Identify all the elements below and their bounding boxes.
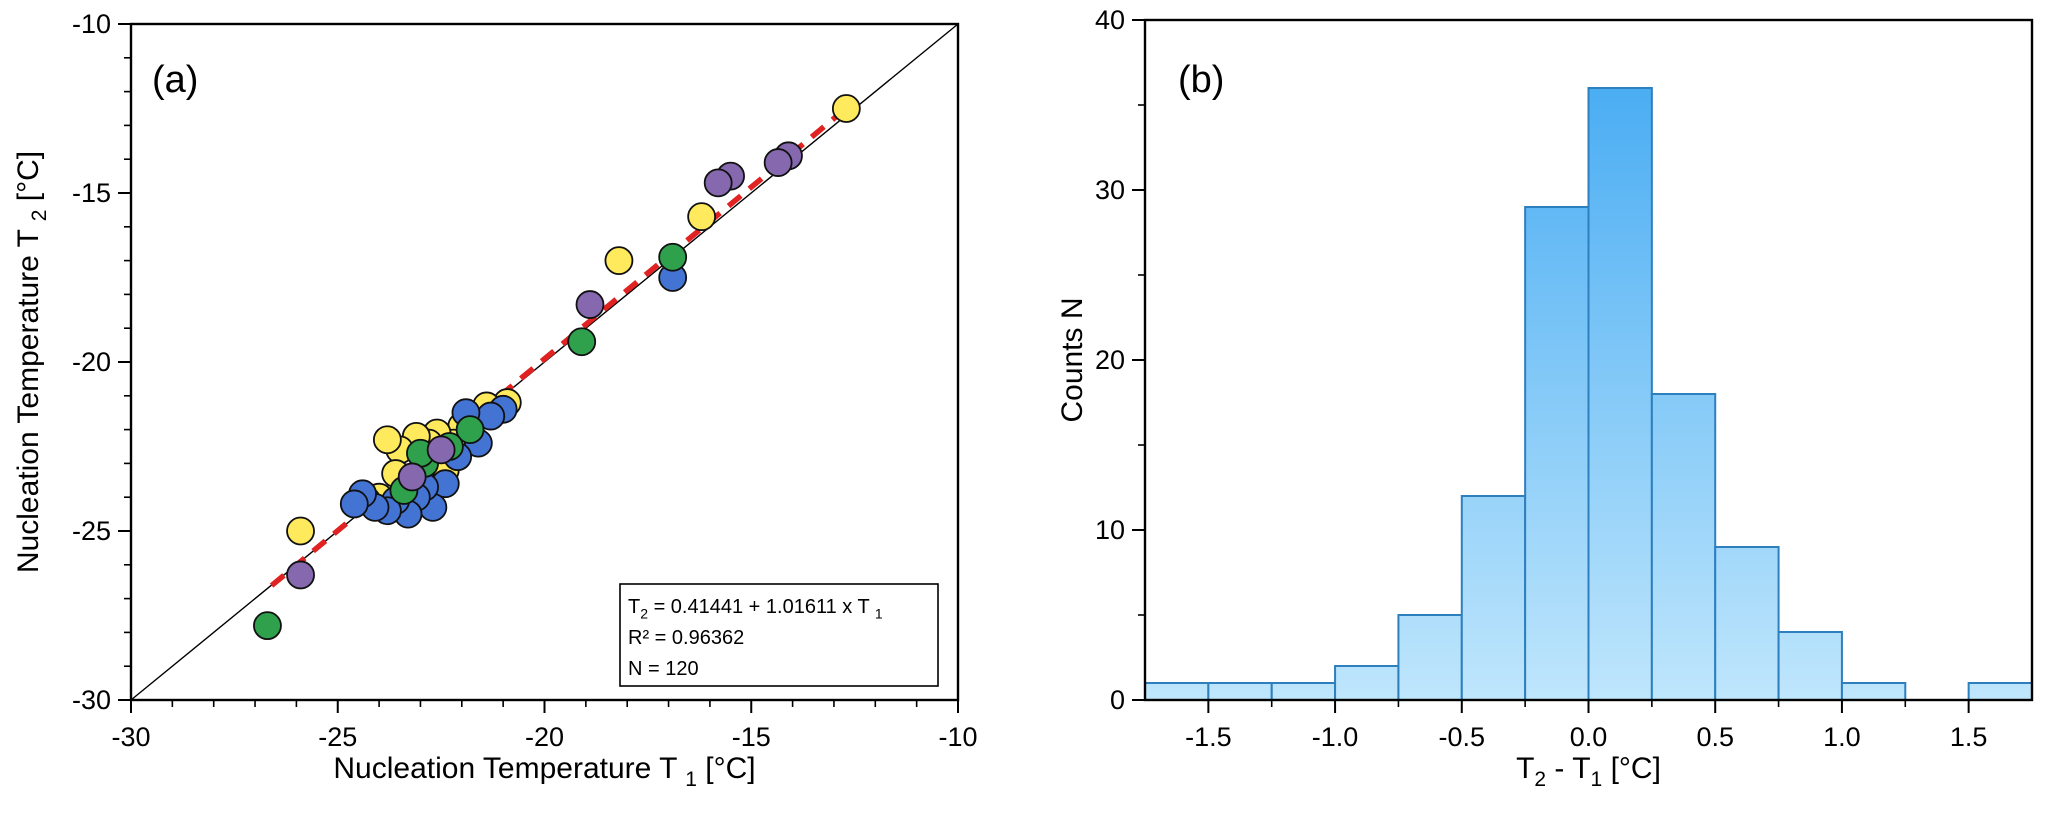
fit-stats-box — [619, 583, 939, 687]
b-y-tick-label: 40 — [1095, 5, 1125, 35]
a-x-tick-label: -25 — [318, 722, 357, 752]
b-y-tick-label: 20 — [1095, 345, 1125, 375]
b-x-tick-label: 1.5 — [1950, 722, 1988, 752]
histogram-bar — [1777, 631, 1843, 701]
histogram-bar — [1967, 682, 2034, 701]
a-plot-frame — [129, 22, 960, 702]
scatter-point-purple — [575, 290, 605, 319]
histogram-bar — [1840, 682, 1907, 701]
a-x-tick-label: -10 — [938, 722, 977, 752]
b-y-tick-label: 10 — [1095, 515, 1125, 545]
b-y-tick-label: 30 — [1095, 175, 1125, 205]
histogram-bar — [1144, 682, 1210, 701]
histogram-bar — [1334, 665, 1400, 701]
b-x-tick-label: -1.5 — [1185, 722, 1232, 752]
scatter-point-green — [455, 415, 485, 445]
scatter-point-yellow — [286, 516, 315, 546]
a-x-tick-label: -30 — [111, 722, 150, 752]
histogram-bar — [1524, 206, 1590, 701]
a-y-tick-label: -10 — [72, 9, 111, 39]
b-plot-frame — [1143, 18, 2034, 702]
scatter-point-yellow — [831, 94, 861, 123]
panel-label-a: (a) — [152, 59, 198, 101]
a-y-tick-label: -30 — [72, 685, 111, 715]
scatter-point-purple — [703, 168, 733, 198]
scatter-point-green — [567, 327, 597, 357]
histogram-bar — [1270, 682, 1337, 701]
scatter-plot-panel-a: -30 -25 -20 -15 -10 -30 -25 -20 -15 -10 T2 = 0.414… — [12, 9, 978, 791]
b-x-axis-label: T2 - T1 [°C] — [1516, 752, 1661, 791]
b-y-tick-label: 0 — [1110, 685, 1125, 715]
scatter-point-purple — [286, 560, 315, 590]
b-x-tick-label: -1.0 — [1312, 722, 1359, 752]
scatter-point-blue — [339, 489, 369, 519]
b-x-tick-label: 0.5 — [1696, 722, 1734, 752]
a-x-tick-label: -15 — [732, 722, 771, 752]
scatter-point-yellow — [372, 425, 402, 455]
histogram-bar — [1207, 682, 1273, 701]
histogram-bar — [1460, 495, 1527, 701]
b-x-tick-label: 1.0 — [1823, 722, 1861, 752]
a-x-axis-label: Nucleation Temperature T 1 [°C] — [333, 752, 755, 791]
histogram-bar — [1397, 614, 1463, 701]
a-y-tick-label: -25 — [72, 516, 111, 546]
b-x-tick-label: 0.0 — [1570, 722, 1608, 752]
scatter-point-yellow — [604, 246, 634, 276]
b-y-axis-label: Counts N — [1056, 297, 1089, 422]
scatter-point-yellow — [687, 202, 717, 232]
scatter-point-purple — [426, 435, 456, 465]
fit-stats-line: N = 120 — [628, 658, 699, 680]
histogram-panel-b: -1.5 -1.0 -0.5 0.0 0.5 1.0 1.5 0 10 20 30 40 T2 - T1… — [1056, 5, 2034, 791]
fit-line — [269, 99, 857, 588]
fit-stats-line: R² = 0.96362 — [628, 627, 744, 649]
scatter-point-green — [253, 611, 282, 641]
histogram-bar — [1714, 546, 1780, 701]
a-y-tick-label: -20 — [72, 347, 111, 377]
scatter-point-green — [658, 242, 688, 272]
a-y-tick-label: -15 — [72, 178, 111, 208]
a-x-tick-label: -20 — [525, 722, 564, 752]
scatter-point-purple — [397, 462, 427, 492]
a-y-axis-label: Nucleation Temperature T 2 [°C] — [12, 151, 51, 573]
panel-label-b: (b) — [1178, 59, 1224, 101]
scatter-point-purple — [763, 148, 793, 177]
histogram-bar — [1650, 393, 1717, 701]
b-x-tick-label: -0.5 — [1439, 722, 1486, 752]
fit-stats-line: T2 = 0.41441 + 1.01611 x T 1 — [628, 596, 883, 621]
histogram-bar — [1587, 87, 1653, 701]
